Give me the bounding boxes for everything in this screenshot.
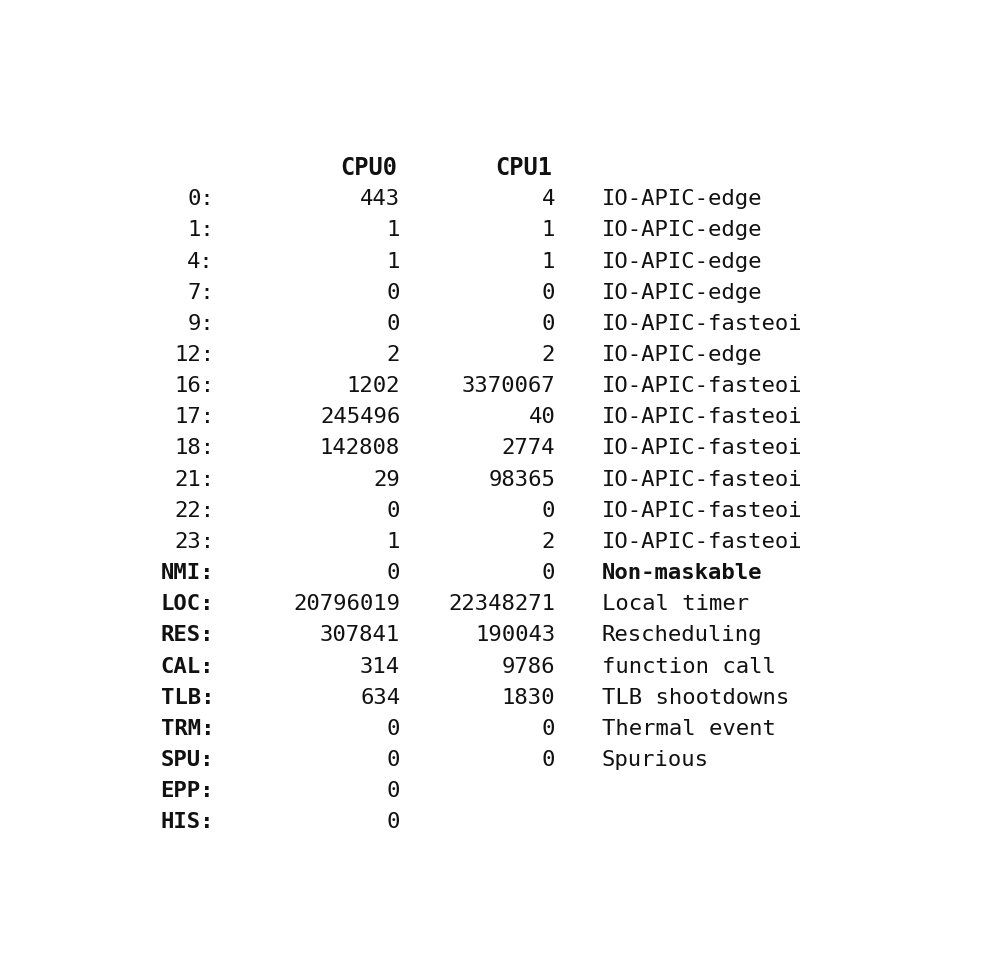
Text: 2: 2 (542, 345, 555, 365)
Text: 0: 0 (542, 718, 555, 739)
Text: TLB:: TLB: (161, 688, 214, 708)
Text: 2: 2 (542, 532, 555, 552)
Text: 22:: 22: (174, 501, 214, 521)
Text: 314: 314 (360, 657, 400, 676)
Text: 0: 0 (542, 283, 555, 302)
Text: IO-APIC-fasteoi: IO-APIC-fasteoi (602, 407, 802, 428)
Text: 9:: 9: (187, 314, 214, 334)
Text: 190043: 190043 (475, 625, 555, 645)
Text: Spurious: Spurious (602, 750, 709, 770)
Text: Rescheduling: Rescheduling (602, 625, 762, 645)
Text: 98365: 98365 (488, 470, 555, 489)
Text: 22348271: 22348271 (448, 594, 555, 614)
Text: 9786: 9786 (502, 657, 555, 676)
Text: TLB shootdowns: TLB shootdowns (602, 688, 789, 708)
Text: 0: 0 (387, 501, 400, 521)
Text: 12:: 12: (174, 345, 214, 365)
Text: 16:: 16: (174, 377, 214, 396)
Text: 7:: 7: (187, 283, 214, 302)
Text: CAL:: CAL: (161, 657, 214, 676)
Text: 1202: 1202 (347, 377, 400, 396)
Text: SPU:: SPU: (161, 750, 214, 770)
Text: 17:: 17: (174, 407, 214, 428)
Text: CPU1: CPU1 (496, 156, 553, 180)
Text: IO-APIC-edge: IO-APIC-edge (602, 251, 762, 272)
Text: EPP:: EPP: (161, 781, 214, 801)
Text: 18:: 18: (174, 438, 214, 458)
Text: IO-APIC-edge: IO-APIC-edge (602, 190, 762, 209)
Text: 0: 0 (542, 750, 555, 770)
Text: 1: 1 (387, 251, 400, 272)
Text: NMI:: NMI: (161, 563, 214, 583)
Text: 21:: 21: (174, 470, 214, 489)
Text: IO-APIC-fasteoi: IO-APIC-fasteoi (602, 314, 802, 334)
Text: 0: 0 (387, 781, 400, 801)
Text: 1: 1 (387, 532, 400, 552)
Text: 0: 0 (542, 563, 555, 583)
Text: 2774: 2774 (502, 438, 555, 458)
Text: 443: 443 (360, 190, 400, 209)
Text: Non-maskable: Non-maskable (602, 563, 762, 583)
Text: 634: 634 (360, 688, 400, 708)
Text: 307841: 307841 (320, 625, 400, 645)
Text: IO-APIC-edge: IO-APIC-edge (602, 283, 762, 302)
Text: CPU0: CPU0 (341, 156, 398, 180)
Text: 4:: 4: (187, 251, 214, 272)
Text: IO-APIC-fasteoi: IO-APIC-fasteoi (602, 438, 802, 458)
Text: 29: 29 (373, 470, 400, 489)
Text: 1: 1 (542, 221, 555, 241)
Text: 0: 0 (542, 314, 555, 334)
Text: IO-APIC-fasteoi: IO-APIC-fasteoi (602, 377, 802, 396)
Text: 3370067: 3370067 (462, 377, 555, 396)
Text: 1:: 1: (187, 221, 214, 241)
Text: IO-APIC-fasteoi: IO-APIC-fasteoi (602, 532, 802, 552)
Text: 4: 4 (542, 190, 555, 209)
Text: 0: 0 (387, 314, 400, 334)
Text: 0: 0 (387, 812, 400, 832)
Text: 0: 0 (387, 750, 400, 770)
Text: 0:: 0: (187, 190, 214, 209)
Text: Thermal event: Thermal event (602, 718, 776, 739)
Text: RES:: RES: (161, 625, 214, 645)
Text: 1: 1 (387, 221, 400, 241)
Text: HIS:: HIS: (161, 812, 214, 832)
Text: 0: 0 (542, 501, 555, 521)
Text: 245496: 245496 (320, 407, 400, 428)
Text: 0: 0 (387, 718, 400, 739)
Text: 142808: 142808 (320, 438, 400, 458)
Text: IO-APIC-edge: IO-APIC-edge (602, 221, 762, 241)
Text: 23:: 23: (174, 532, 214, 552)
Text: 1: 1 (542, 251, 555, 272)
Text: 2: 2 (387, 345, 400, 365)
Text: IO-APIC-fasteoi: IO-APIC-fasteoi (602, 501, 802, 521)
Text: LOC:: LOC: (161, 594, 214, 614)
Text: 40: 40 (528, 407, 555, 428)
Text: 0: 0 (387, 563, 400, 583)
Text: IO-APIC-fasteoi: IO-APIC-fasteoi (602, 470, 802, 489)
Text: function call: function call (602, 657, 776, 676)
Text: 0: 0 (387, 283, 400, 302)
Text: 1830: 1830 (502, 688, 555, 708)
Text: IO-APIC-edge: IO-APIC-edge (602, 345, 762, 365)
Text: Local timer: Local timer (602, 594, 749, 614)
Text: 20796019: 20796019 (293, 594, 400, 614)
Text: TRM:: TRM: (161, 718, 214, 739)
